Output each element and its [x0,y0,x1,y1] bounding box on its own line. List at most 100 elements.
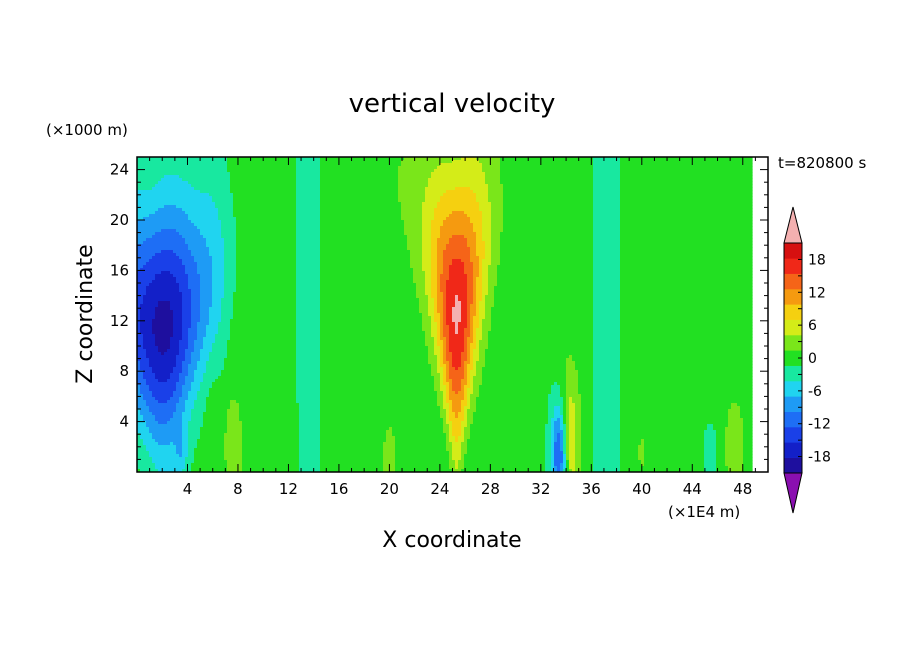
contour-cell [431,280,438,284]
contour-cell [320,418,444,422]
contour-cell [395,457,450,461]
contour-cell [497,271,594,275]
contour-cell [143,334,156,338]
contour-cell [440,325,444,329]
contour-cell [137,280,153,284]
contour-cell [563,457,567,461]
contour-cell [137,223,195,227]
contour-cell [479,262,483,266]
contour-cell [191,409,207,413]
contour-cell [137,217,144,221]
contour-cell [440,328,444,332]
contour-cell [182,445,189,449]
contour-cell [704,430,717,434]
contour-cell [620,280,753,284]
contour-cell [296,178,321,182]
contour-cell [566,358,573,362]
contour-cell [476,292,483,296]
contour-cell [449,268,465,272]
contour-cell [431,220,444,224]
contour-cell [482,370,567,374]
contour-cell [620,343,753,347]
contour-cell [620,436,705,440]
contour-cell [137,313,141,317]
contour-cell [320,160,402,164]
contour-cell [476,301,480,305]
contour-cell [620,286,753,290]
contour-cell [407,235,423,239]
contour-cell [581,397,594,401]
contour-cell [446,322,456,326]
contour-cell [434,208,480,212]
contour-cell [320,193,399,197]
contour-cell [485,349,594,353]
contour-cell [320,268,414,272]
contour-cell [179,373,189,377]
contour-cell [296,196,321,200]
contour-cell [716,430,726,434]
contour-cell [227,460,243,464]
contour-cell [137,211,156,215]
contour-cell [593,436,621,440]
contour-cell [236,235,297,239]
contour-cell [413,271,426,275]
contour-cell [578,385,594,389]
contour-cell [140,385,150,389]
contour-cell [473,412,549,416]
contour-cell [296,220,321,224]
contour-cell [575,433,582,437]
contour-cell [299,439,321,443]
contour-cell [320,175,399,179]
contour-cell [155,340,171,344]
contour-cell [239,418,300,422]
contour-cell [440,283,447,287]
contour-cell [593,268,621,272]
contour-cell [437,289,441,293]
contour-cell [620,172,753,176]
contour-cell [179,283,189,287]
contour-cell [563,406,567,410]
contour-cell [320,313,423,317]
contour-cell [443,259,453,263]
contour-cell [620,469,705,472]
contour-cell [554,466,558,470]
contour-cell [563,448,567,452]
contour-cell [320,421,444,425]
contour-cell [470,304,477,308]
contour-cell [320,271,414,275]
contour-cell [581,406,594,410]
contour-cell [425,292,432,296]
contour-cell [473,277,477,281]
contour-cell [428,355,438,359]
contour-cell [479,385,552,389]
contour-cell [482,280,489,284]
contour-cell [491,250,501,254]
contour-cell [440,229,474,233]
contour-cell [221,220,237,224]
contour-cell [206,334,216,338]
contour-cell [434,316,441,320]
contour-cell [176,385,183,389]
contour-cell [458,367,465,371]
contour-cell [221,304,234,308]
contour-cell [185,211,219,215]
contour-cell [383,448,396,452]
contour-cell [299,409,321,413]
contour-cell [173,274,189,278]
contour-cell [566,433,570,437]
contour-cell [593,292,621,296]
contour-cell [572,355,594,359]
contour-cell [554,439,558,443]
contour-cell [182,331,189,335]
contour-cell [182,208,219,212]
contour-cell [236,256,297,260]
contour-cell [233,307,297,311]
contour-cell [485,307,492,311]
contour-cell [443,340,447,344]
contour-cell [716,469,729,472]
contour-cell [566,448,570,452]
contour-cell [182,292,192,296]
contour-cell [449,346,465,350]
contour-cell [446,388,450,392]
contour-cell [209,307,222,311]
